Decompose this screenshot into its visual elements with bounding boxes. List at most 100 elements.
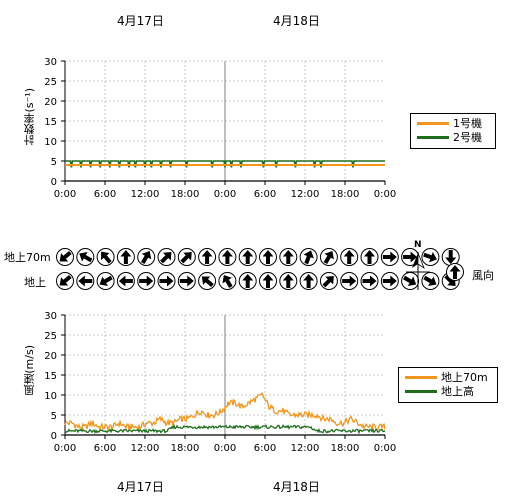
arrow-shape	[222, 274, 233, 289]
wind-arrow-70m	[157, 248, 176, 266]
wind-arrow-ground	[299, 272, 318, 290]
arrow-shape	[303, 274, 315, 288]
wind-arrow-ground	[360, 272, 379, 290]
count-chart-legend: 1号機 2号機	[410, 113, 496, 149]
wind-arrow-70m	[76, 248, 95, 266]
legend-swatch-unit1	[417, 122, 449, 125]
arrow-shape	[423, 252, 437, 263]
arrow-glyph	[303, 274, 315, 288]
wind-arrow-70m	[218, 248, 237, 266]
wind-arrow-ground	[76, 272, 95, 290]
wind-arrow-70m	[137, 248, 156, 266]
wind-arrow-ground	[137, 272, 156, 290]
wind-arrow-70m	[198, 248, 217, 266]
arrow-glyph	[403, 275, 417, 287]
arrow-shape	[78, 275, 93, 287]
arrow-glyph	[179, 275, 194, 287]
arrow-glyph	[242, 250, 254, 264]
arrow-glyph	[78, 275, 93, 287]
count-ytick-label: 15	[44, 117, 57, 128]
arrow-shape	[120, 250, 132, 264]
wind-xtick-label: 0:00	[214, 443, 236, 454]
arrow-shape	[159, 275, 174, 287]
wind-arrow-ground	[421, 272, 440, 290]
arrow-shape	[382, 275, 397, 287]
arrow-glyph	[201, 276, 214, 288]
compass-needle	[412, 253, 418, 268]
wind-arrow-70m	[116, 248, 135, 266]
wind-ytick-label: 25	[44, 331, 57, 342]
wind-arrow-70m	[279, 248, 298, 266]
arrow-glyph	[303, 250, 314, 265]
count-xtick-label: 12:00	[291, 189, 320, 200]
arrow-shape	[140, 250, 152, 265]
date-label-day2-bottom: 4月18日	[273, 480, 320, 494]
series-line-ground	[64, 423, 386, 435]
arrow-glyph	[59, 250, 72, 262]
wind-arrow-ground	[116, 272, 135, 290]
arrow-glyph	[101, 251, 112, 264]
arrow-glyph	[323, 250, 334, 265]
wind-arrow-ground	[259, 272, 277, 290]
wind-arrow-70m	[259, 248, 277, 266]
count-ytick-label: 10	[44, 137, 57, 148]
arrow-shape	[444, 274, 456, 286]
legend-label-unit2: 2号機	[453, 131, 482, 144]
legend-swatch-ground	[405, 390, 437, 393]
arrow-glyph	[59, 274, 72, 286]
arrow-glyph	[423, 275, 437, 287]
wind-arrow-ground	[380, 272, 399, 290]
wind-arrow-70m	[238, 248, 257, 266]
arrow-glyph	[79, 251, 93, 263]
arrow-shape	[179, 275, 194, 287]
arrow-glyph	[242, 274, 254, 288]
wind-arrow-70m	[360, 248, 379, 266]
arrow-glyph	[403, 251, 418, 263]
wind-arrow-ground	[279, 272, 298, 290]
date-label-day1-bottom: 4月17日	[117, 480, 164, 494]
arrow-glyph	[342, 275, 357, 287]
north-label: N	[414, 240, 422, 250]
wind-row-label-70m: 地上70m	[4, 251, 51, 264]
arrow-shape	[423, 275, 437, 287]
compass-needle-outline	[417, 252, 425, 270]
wind-ytick-label: 10	[44, 391, 57, 402]
count-xtick-label: 6:00	[94, 189, 116, 200]
arrow-shape	[221, 250, 233, 264]
wind-arrow-70m	[319, 248, 338, 266]
arrow-glyph	[322, 276, 334, 288]
wind-ytick-label: 5	[51, 411, 57, 422]
legend-label-ground: 地上高	[441, 385, 474, 398]
count-xtick-label: 0:00	[214, 189, 236, 200]
count-xtick-label: 6:00	[254, 189, 276, 200]
arrow-shape	[79, 251, 93, 263]
count-ytick-label: 25	[44, 77, 57, 88]
wind-ytick-label: 20	[44, 351, 57, 362]
arrow-shape	[303, 250, 314, 265]
arrow-glyph	[160, 252, 172, 264]
wind-arrow-ground	[340, 272, 359, 290]
count-ytick-label: 5	[51, 157, 57, 168]
wind-xtick-label: 12:00	[131, 443, 160, 454]
legend-swatch-unit2	[417, 136, 449, 139]
count-xtick-label: 18:00	[171, 189, 200, 200]
arrow-shape	[59, 250, 72, 262]
arrow-shape	[242, 250, 254, 264]
count-xtick-label: 0:00	[374, 189, 396, 200]
wind-row-label-ground: 地上	[24, 276, 46, 289]
arrow-shape	[101, 251, 112, 264]
wind-arrow-ground	[238, 272, 257, 290]
arrow-shape	[262, 250, 274, 264]
arrow-glyph	[282, 250, 294, 264]
arrow-glyph	[99, 275, 113, 287]
wind-arrow-70m	[340, 248, 359, 266]
count-ytick-label: 30	[44, 57, 57, 68]
arrow-glyph	[382, 275, 397, 287]
arrow-shape	[282, 274, 294, 288]
wind-speed-chart: 0 5 10 15 20 25 30 0:00 6:00 12:00 18:00 0:00 6:00 12…	[44, 311, 396, 454]
count-xtick-label: 18:00	[331, 189, 360, 200]
wind-arrow-ground	[56, 272, 74, 290]
wind-xtick-label: 6:00	[94, 443, 116, 454]
arrow-glyph	[221, 250, 233, 264]
